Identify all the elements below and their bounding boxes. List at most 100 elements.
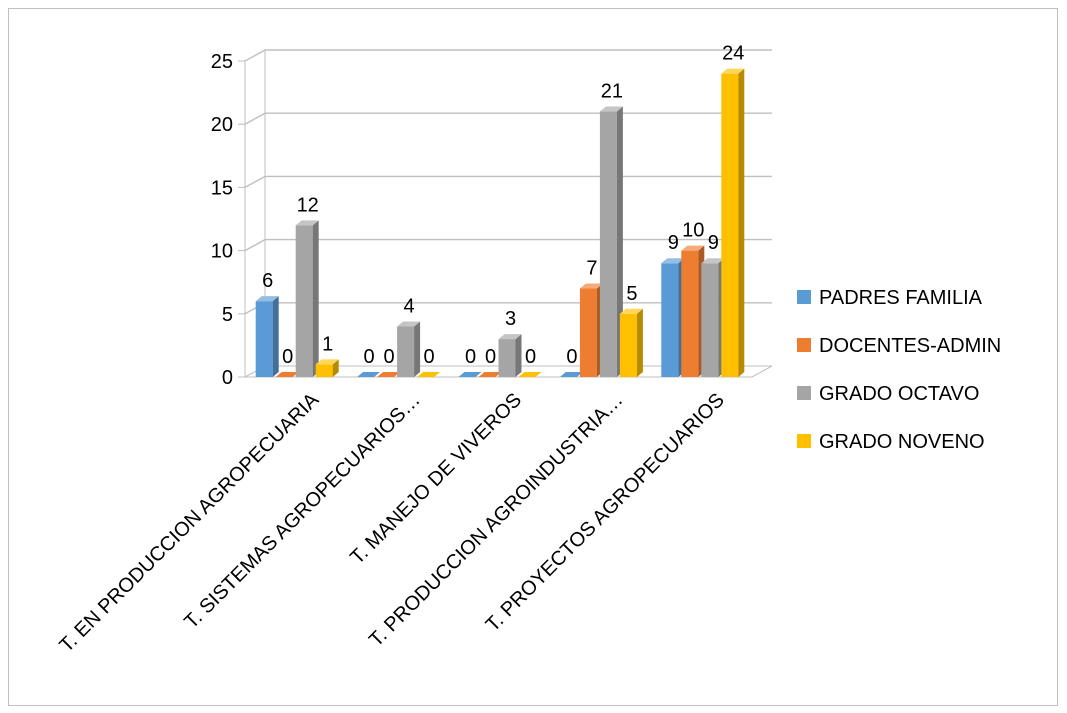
y-tick-label: 20 <box>211 114 233 136</box>
bar <box>377 372 401 377</box>
legend-swatch <box>797 434 811 448</box>
bar <box>681 245 705 377</box>
x-tick-label: T. MANEJO DE VIVEROS <box>346 389 526 569</box>
gridline <box>244 49 772 62</box>
bar-front <box>619 313 637 377</box>
data-label: 9 <box>668 232 679 254</box>
y-tick-label: 10 <box>211 241 233 263</box>
bar-front <box>498 339 516 377</box>
bar-side <box>332 359 339 377</box>
legend-swatch <box>797 290 811 304</box>
bar-front <box>701 263 719 377</box>
bar-front <box>661 263 679 377</box>
data-label: 12 <box>297 194 319 216</box>
bar <box>701 258 725 377</box>
bar-side <box>272 296 279 377</box>
bar-side <box>515 334 522 377</box>
bar-flat <box>417 372 441 377</box>
bar-front <box>315 364 333 377</box>
legend: PADRES FAMILIA DOCENTES-ADMIN GRADO OCTAVO… <box>797 287 1001 453</box>
bar-front <box>599 111 617 377</box>
bar <box>458 372 482 377</box>
legend-label: GRADO OCTAVO <box>819 383 979 405</box>
data-label: 6 <box>262 270 273 292</box>
bar-top <box>579 283 603 289</box>
bar-flat <box>559 372 583 377</box>
bar-front <box>681 250 699 377</box>
bar-side <box>312 220 319 377</box>
y-tick-label: 5 <box>222 304 233 326</box>
bar <box>315 359 339 377</box>
bar <box>357 372 381 377</box>
bar <box>255 296 279 377</box>
data-label: 24 <box>722 43 744 65</box>
bar-flat <box>458 372 482 377</box>
data-label: 21 <box>601 81 623 103</box>
legend-label: GRADO NOVENO <box>819 431 985 453</box>
data-label: 1 <box>322 333 333 355</box>
bar <box>498 334 522 377</box>
bar <box>559 372 583 377</box>
data-label: 0 <box>384 346 395 368</box>
data-label: 10 <box>682 220 704 242</box>
back-wall <box>265 50 772 366</box>
bar-top <box>397 321 421 327</box>
data-label: 0 <box>465 346 476 368</box>
bar-top <box>721 68 745 74</box>
legend-label: PADRES FAMILIA <box>819 287 983 309</box>
data-label: 9 <box>708 232 719 254</box>
data-label: 0 <box>424 346 435 368</box>
data-label: 5 <box>626 283 637 305</box>
bar <box>478 372 502 377</box>
data-label: 3 <box>505 308 516 330</box>
bar-top <box>619 308 643 314</box>
bar-front <box>255 301 273 377</box>
bar-top <box>498 334 522 340</box>
bar-top <box>681 245 705 251</box>
bar-flat <box>518 372 542 377</box>
bar-front <box>295 225 313 377</box>
bar-front <box>721 73 739 377</box>
data-label: 0 <box>282 346 293 368</box>
y-tick-label: 15 <box>211 177 233 199</box>
bar-flat <box>357 372 381 377</box>
bar <box>518 372 542 377</box>
bar-side <box>636 308 643 377</box>
bar-top <box>661 258 685 264</box>
legend-swatch <box>797 386 811 400</box>
bar-flat <box>377 372 401 377</box>
y-tick-label: 0 <box>222 367 233 389</box>
bar-flat <box>478 372 502 377</box>
y-axis: 0 5 10 15 20 25 <box>211 51 245 389</box>
data-label: 4 <box>404 295 415 317</box>
bar <box>599 106 623 377</box>
bar-top <box>701 258 725 264</box>
bar-front <box>579 288 597 377</box>
bar <box>619 308 643 377</box>
bar <box>417 372 441 377</box>
bar-side <box>738 68 745 377</box>
bar <box>397 321 421 377</box>
bar-side <box>616 106 623 377</box>
bar-top <box>599 106 623 112</box>
legend-swatch <box>797 338 811 352</box>
bar <box>295 220 319 377</box>
data-label: 0 <box>566 346 577 368</box>
bar <box>275 372 299 377</box>
data-label: 0 <box>525 346 536 368</box>
bar-side <box>414 321 421 377</box>
bar-top <box>315 359 339 365</box>
data-label: 7 <box>586 258 597 280</box>
bar-top <box>255 296 279 302</box>
y-tick-label: 25 <box>211 51 233 73</box>
data-label: 0 <box>485 346 496 368</box>
bars <box>255 68 745 377</box>
bar <box>579 283 603 377</box>
data-label: 0 <box>364 346 375 368</box>
bar-flat <box>275 372 299 377</box>
bar-top <box>295 220 319 226</box>
bar <box>661 258 685 377</box>
